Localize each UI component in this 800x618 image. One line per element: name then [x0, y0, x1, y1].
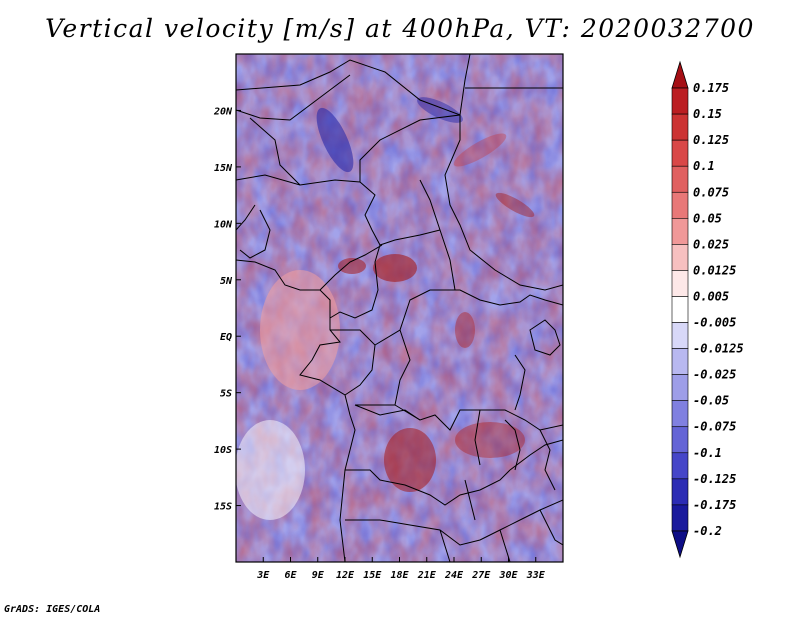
- colorbar-segment: [671, 165, 689, 193]
- x-axis: 3E 6E 9E 12E 15E 18E 21E 24E 27E 30E 33E: [256, 557, 546, 581]
- x-tick-label: 30E: [498, 570, 518, 581]
- strong-positive-patch: [373, 254, 417, 282]
- colorbar-segment: [671, 452, 689, 480]
- colorbar-segment: [671, 87, 689, 115]
- colorbar-segment: [671, 400, 689, 428]
- y-tick-label: 20N: [213, 106, 233, 117]
- plot-title: Vertical velocity [m/s] at 400hPa, VT: 2…: [45, 14, 755, 43]
- strong-positive-patch: [455, 312, 475, 348]
- neutral-region: [236, 420, 305, 520]
- colorbar-label: 0.005: [693, 289, 729, 303]
- velocity-field: [236, 54, 563, 562]
- colorbar-label: 0.125: [693, 133, 729, 147]
- colorbar-segment: [671, 504, 689, 532]
- colorbar-label: 0.05: [693, 211, 722, 225]
- colorbar-segment: [671, 348, 689, 375]
- colorbar-label: 0.025: [693, 237, 729, 251]
- x-tick-label: 15E: [363, 570, 382, 581]
- colorbar-segment: [671, 530, 689, 559]
- colorbar-label: -0.05: [693, 394, 729, 408]
- colorbar-label: 0.0125: [693, 263, 736, 277]
- colorbar-segment: [671, 191, 689, 219]
- positive-streak: [495, 192, 535, 218]
- colorbar-label: -0.175: [693, 498, 736, 512]
- strong-positive-patch: [338, 258, 366, 274]
- strong-positive-patch: [455, 422, 525, 458]
- x-tick-label: 18E: [390, 570, 409, 581]
- y-tick-label: 10N: [214, 219, 233, 230]
- colorbar-segment: [671, 218, 689, 245]
- colorbar-label: -0.075: [693, 420, 736, 434]
- colorbar-label: -0.005: [693, 316, 736, 330]
- colorbar-label: -0.0125: [693, 342, 744, 356]
- x-tick-label: 21E: [417, 570, 437, 581]
- strong-positive-patch: [384, 428, 436, 492]
- country-borders: [236, 54, 563, 562]
- colorbar-label: 0.175: [693, 81, 729, 95]
- colorbar-label: 0.15: [693, 107, 722, 121]
- y-tick-label: EQ: [220, 332, 232, 343]
- y-tick-label: 5S: [220, 389, 232, 400]
- x-tick-label: 33E: [526, 570, 546, 581]
- colorbar-label: -0.025: [693, 368, 736, 382]
- y-tick-label: 15N: [214, 163, 233, 174]
- colorbar-label: -0.2: [693, 524, 722, 538]
- y-axis: 20N 15N 10N 5N EQ 5S 10S 15S: [213, 106, 241, 513]
- x-tick-label: 3E: [256, 570, 270, 581]
- grads-credit: GrADS: IGES/COLA: [4, 604, 101, 615]
- colorbar-segment: [671, 322, 689, 349]
- colorbar-segment: [671, 270, 689, 297]
- x-tick-label: 12E: [336, 570, 355, 581]
- x-tick-label: 6E: [284, 570, 297, 581]
- y-tick-label: 5N: [220, 276, 233, 287]
- colorbar-label: -0.1: [693, 446, 722, 460]
- positive-streak: [453, 133, 507, 167]
- colorbar-segment: [671, 296, 689, 323]
- colorbar-segment: [671, 60, 689, 89]
- x-tick-label: 9E: [312, 570, 325, 581]
- positive-region: [260, 270, 340, 390]
- colorbar-segment: [671, 478, 689, 506]
- colorbar-segment: [671, 113, 689, 141]
- colorbar-segment: [671, 139, 689, 167]
- colorbar-label: 0.075: [693, 185, 729, 199]
- colorbar-segment: [671, 244, 689, 271]
- colorbar-segment: [671, 374, 689, 401]
- strong-negative-patch: [316, 107, 354, 173]
- colorbar-label: 0.1: [693, 159, 715, 173]
- colorbar: 0.175 0.15 0.125 0.1 0.075 0.05 0.025 0.0125 0.0…: [671, 60, 744, 559]
- y-tick-label: 10S: [214, 445, 232, 456]
- colorbar-segment: [671, 426, 689, 454]
- x-tick-label: 27E: [471, 570, 491, 581]
- x-tick-label: 24E: [444, 570, 464, 581]
- y-tick-label: 15S: [214, 502, 232, 513]
- colorbar-label: -0.125: [693, 472, 736, 486]
